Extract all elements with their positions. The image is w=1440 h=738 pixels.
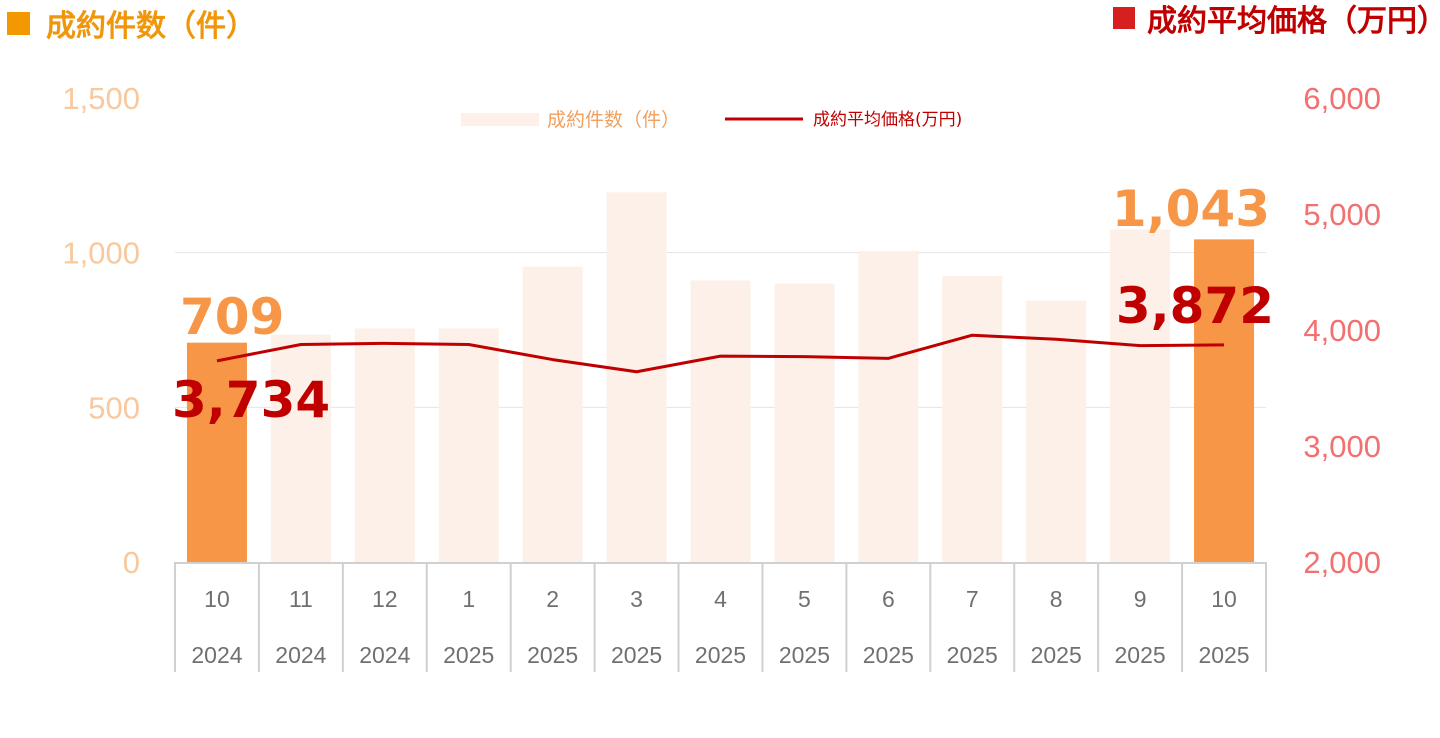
right-tick-label: 5,000 bbox=[1303, 197, 1381, 232]
month-label: 10 bbox=[1211, 586, 1237, 612]
line-data-label: 3,872 bbox=[1116, 277, 1274, 335]
bar bbox=[354, 328, 415, 562]
year-label: 2025 bbox=[947, 642, 998, 668]
line-data-label: 3,734 bbox=[172, 371, 330, 429]
month-label: 3 bbox=[630, 586, 643, 612]
right-tick-label: 4,000 bbox=[1303, 313, 1381, 348]
bar bbox=[606, 192, 667, 562]
year-label: 2025 bbox=[1031, 642, 1082, 668]
right-axis: 6,000 5,000 4,000 3,000 2,000 bbox=[1303, 81, 1381, 580]
bar bbox=[1110, 229, 1171, 562]
bar-data-label: 709 bbox=[180, 288, 284, 346]
left-tick-label: 1,000 bbox=[62, 236, 140, 271]
bar bbox=[1026, 300, 1087, 562]
bar bbox=[270, 334, 331, 562]
right-tick-label: 2,000 bbox=[1303, 545, 1381, 580]
left-tick-label: 500 bbox=[88, 390, 140, 425]
year-label: 2025 bbox=[611, 642, 662, 668]
bar bbox=[858, 251, 919, 562]
year-label: 2024 bbox=[359, 642, 410, 668]
bar bbox=[942, 275, 1003, 562]
category-axis: 10 2024 11 2024 12 2024 1 2025 2 2025 3 2025 4 2025 5 2… bbox=[174, 562, 1267, 672]
month-label: 10 bbox=[204, 586, 230, 612]
bar bbox=[522, 266, 583, 562]
right-tick-label: 3,000 bbox=[1303, 429, 1381, 464]
month-label: 8 bbox=[1050, 586, 1063, 612]
year-label: 2025 bbox=[779, 642, 830, 668]
year-label: 2025 bbox=[443, 642, 494, 668]
month-label: 2 bbox=[546, 586, 559, 612]
left-tick-label: 0 bbox=[123, 545, 140, 580]
left-tick-label: 1,500 bbox=[62, 81, 140, 116]
year-label: 2025 bbox=[863, 642, 914, 668]
right-axis-title: 成約平均価格（万円） bbox=[1147, 4, 1440, 39]
legend: 成約件数（件） 成約平均価格(万円) bbox=[461, 109, 962, 131]
bar bbox=[774, 283, 835, 562]
count-legend-square bbox=[7, 12, 30, 35]
bars bbox=[186, 192, 1255, 562]
bar-highlight bbox=[1194, 239, 1255, 562]
legend-bar-label: 成約件数（件） bbox=[547, 109, 680, 131]
month-label: 12 bbox=[372, 586, 398, 612]
legend-line-label: 成約平均価格(万円) bbox=[813, 110, 962, 130]
month-label: 7 bbox=[966, 586, 979, 612]
bar bbox=[438, 328, 499, 562]
price-legend-square bbox=[1113, 7, 1135, 29]
bar bbox=[690, 280, 751, 562]
year-label: 2025 bbox=[695, 642, 746, 668]
data-labels: 709 1,043 3,734 3,872 bbox=[172, 180, 1274, 429]
month-label: 9 bbox=[1134, 586, 1147, 612]
month-label: 4 bbox=[714, 586, 727, 612]
year-label: 2024 bbox=[275, 642, 326, 668]
year-label: 2025 bbox=[527, 642, 578, 668]
month-label: 1 bbox=[462, 586, 475, 612]
left-axis: 1,500 1,000 500 0 bbox=[62, 81, 140, 580]
price-line bbox=[216, 333, 1225, 374]
right-tick-label: 6,000 bbox=[1303, 81, 1381, 116]
month-label: 6 bbox=[882, 586, 895, 612]
left-axis-title: 成約件数（件） bbox=[46, 9, 256, 44]
year-label: 2024 bbox=[191, 642, 242, 668]
year-label: 2025 bbox=[1198, 642, 1249, 668]
price-line-path bbox=[216, 333, 1225, 374]
bar-data-label: 1,043 bbox=[1112, 180, 1270, 238]
month-label: 5 bbox=[798, 586, 811, 612]
year-label: 2025 bbox=[1115, 642, 1166, 668]
legend-bar-swatch bbox=[461, 113, 539, 126]
month-label: 11 bbox=[289, 586, 313, 612]
bar-highlight bbox=[186, 342, 247, 562]
